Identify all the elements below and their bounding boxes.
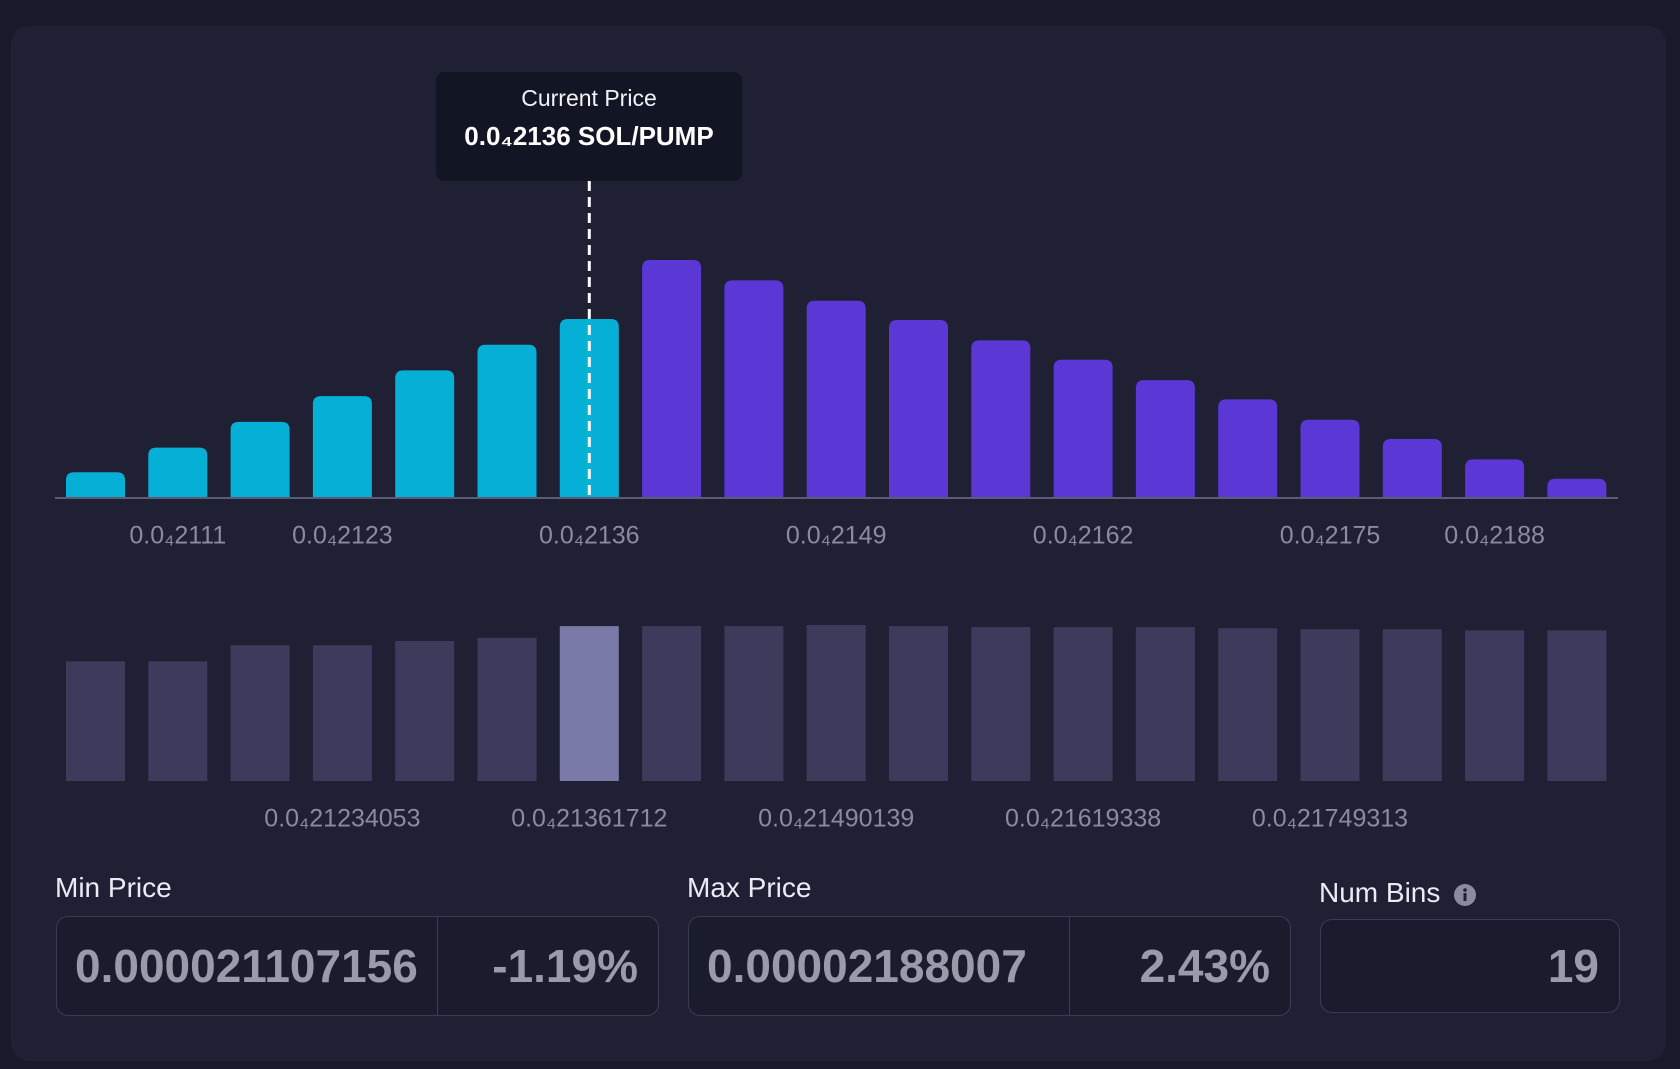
bar [1300, 419, 1360, 498]
bar [148, 447, 208, 498]
bar [1382, 439, 1442, 498]
num-bins-value[interactable]: 19 [1547, 940, 1599, 992]
x-tick-label: 0.0₄21361712 [511, 805, 667, 833]
x-tick-label: 0.0₄2175 [1280, 522, 1381, 550]
bar [889, 626, 948, 781]
bar [66, 661, 125, 781]
bar [642, 626, 702, 781]
bar [1547, 478, 1607, 498]
min-price-percent[interactable]: -1.19% [437, 917, 658, 1015]
num-bins-input[interactable]: 19 [1320, 919, 1620, 1013]
max-price-label: Max Price [687, 872, 812, 903]
bar [1382, 629, 1442, 781]
bar [1218, 399, 1278, 498]
bar [1465, 630, 1525, 781]
x-tick-label: 0.0₄2149 [786, 522, 887, 550]
bar [806, 300, 866, 498]
min-price-value[interactable]: 0.000021107156 [75, 940, 418, 992]
bar [477, 344, 537, 498]
bar [66, 472, 125, 498]
x-tick-label: 0.0₄2123 [292, 522, 393, 550]
bar [230, 421, 290, 498]
num-bins-label: Num Bins [1319, 877, 1477, 909]
max-price-value[interactable]: 0.00002188007 [707, 940, 1027, 992]
bar [806, 625, 866, 781]
bar [1465, 459, 1525, 498]
bar [230, 645, 290, 781]
x-tick-label: 0.0₄21490139 [758, 805, 914, 833]
tooltip-value: 0.0₄2136 SOL/PUMP [464, 121, 713, 151]
bar [395, 370, 455, 498]
bar [1218, 628, 1278, 781]
bar [1300, 629, 1360, 781]
x-tick-label: 0.0₄21619338 [1005, 805, 1161, 833]
bar [1053, 627, 1113, 781]
x-tick-label: 0.0₄2188 [1444, 522, 1545, 550]
info-icon[interactable] [1454, 883, 1477, 906]
bar [724, 626, 784, 781]
x-tick-label: 0.0₄21749313 [1252, 805, 1408, 833]
max-price-percent[interactable]: 2.43% [1069, 917, 1290, 1015]
num-bins-text: Num Bins [1319, 877, 1441, 908]
bar [559, 626, 619, 781]
bar [148, 661, 208, 781]
bar [971, 627, 1031, 781]
x-tick-label: 0.0₄2162 [1033, 522, 1134, 550]
tooltip-title: Current Price [521, 85, 656, 111]
bar [312, 396, 372, 498]
bar [1135, 627, 1195, 781]
bar [889, 320, 948, 498]
x-tick-label: 0.0₄21234053 [264, 805, 420, 833]
bar [1135, 380, 1195, 498]
min-price-label: Min Price [55, 872, 172, 903]
max-price-input[interactable]: 0.00002188007 2.43% [688, 916, 1291, 1016]
min-price-input[interactable]: 0.000021107156 -1.19% [56, 916, 659, 1016]
x-tick-label: 0.0₄2111 [129, 522, 226, 550]
bar [642, 260, 702, 498]
bar [312, 645, 372, 781]
bar [1053, 359, 1113, 498]
bar [1547, 630, 1607, 781]
tooltip [436, 72, 742, 181]
x-tick-label: 0.0₄2136 [539, 522, 640, 550]
panel [11, 26, 1666, 1061]
bar [477, 637, 537, 781]
bar [971, 340, 1031, 498]
bar [395, 641, 455, 781]
bar [724, 280, 784, 498]
